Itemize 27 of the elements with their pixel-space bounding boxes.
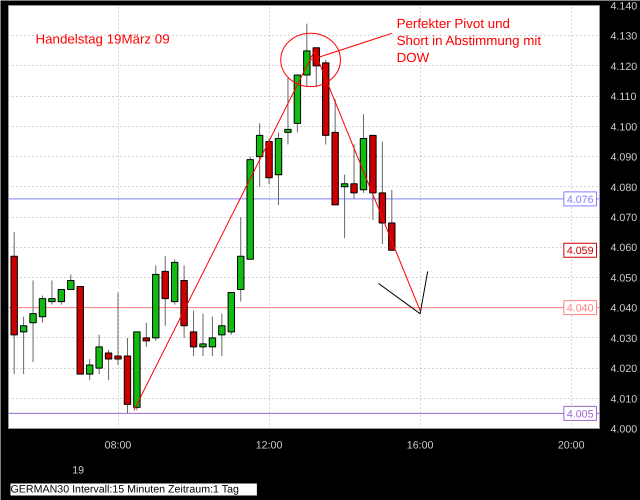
y-tick-label: 4.080 [610,182,638,194]
ref-line-label: 4.076 [566,194,594,206]
y-tick-label: 4.060 [610,242,638,254]
y-tick-label: 4.130 [610,30,638,43]
annotation: Perfekter Pivot und Short in Abstimmung mit DOW [396,16,542,65]
text: GERMAN30 Intervall:15 Minuten Zeitraum:1 Tag [10,484,239,496]
y-tick-label: 4.050 [610,272,638,284]
y-tick-label: 4.140 [610,0,638,12]
y-tick-label: 4.010 [610,393,638,406]
y-tick-label: 4.040 [610,302,638,315]
x-tick-label: 08:00 [104,440,132,452]
y-tick-label: 4.090 [610,152,638,164]
y-tick-label: 4.110 [610,91,636,104]
x-tick-label: 20:00 [558,440,585,452]
x-tick-label: 16:00 [406,440,434,452]
text: 19 [72,464,84,476]
annotation: 4.059 [566,245,594,258]
ref-line-label: 4.040 [566,302,594,315]
y-tick-label: 4.100 [610,121,638,134]
y-tick-label: 4.020 [610,363,638,376]
annotation: Handelstag 19März 09 [36,32,170,46]
y-tick-label: 4.120 [610,60,638,73]
x-tick-label: 12:00 [256,440,282,452]
y-tick-label: 4.000 [610,424,638,436]
ref-line-label: 4.005 [566,408,594,420]
y-tick-label: 4.030 [610,332,638,345]
y-tick-label: 4.070 [610,212,638,224]
